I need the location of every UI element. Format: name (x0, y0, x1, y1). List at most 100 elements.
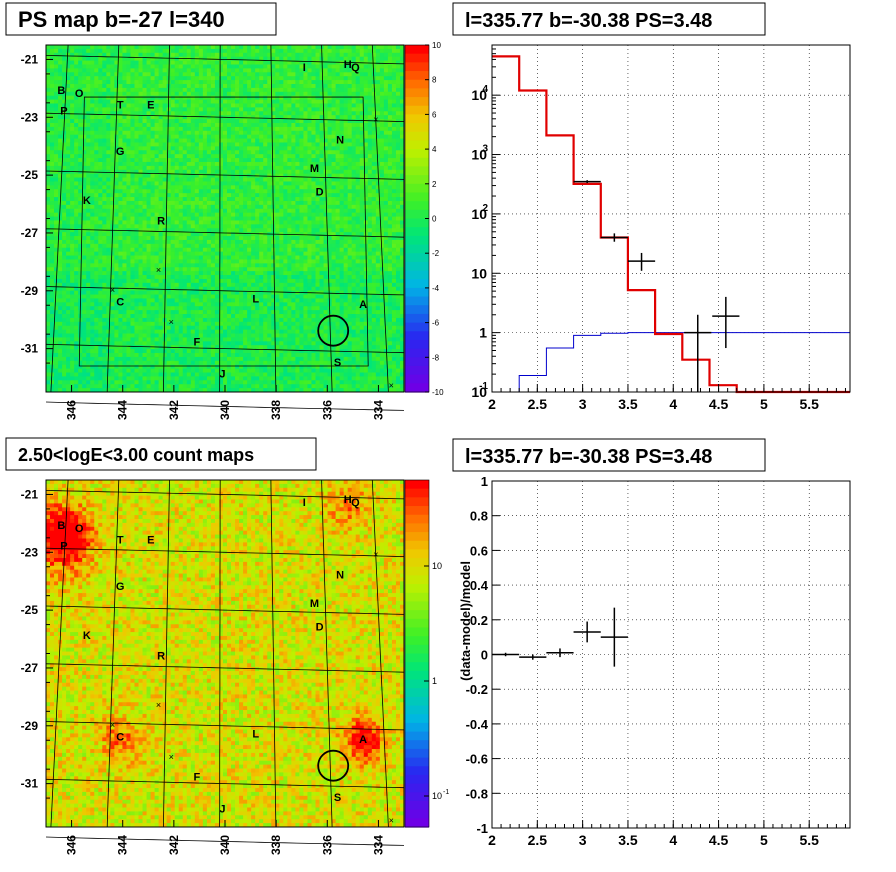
ps-pixel (190, 236, 196, 241)
ps-pixel (98, 310, 103, 315)
ps-pixel (190, 52, 196, 58)
ps-pixel (150, 380, 156, 385)
ps-pixel (239, 275, 244, 280)
ps-pixel (134, 376, 140, 381)
ps-pixel (247, 286, 252, 292)
ps-pixel (94, 251, 99, 257)
ps-pixel (235, 56, 240, 62)
ps-pixel (66, 130, 71, 136)
ps-pixel (126, 372, 131, 377)
ps-pixel (259, 317, 264, 323)
ps-pixel (110, 364, 115, 370)
ps-pixel (122, 220, 127, 225)
ps-pixel (118, 216, 123, 221)
ps-pixel (66, 376, 71, 381)
ps-pixel (118, 138, 123, 143)
ps-pixel (130, 298, 135, 303)
ps-pixel (62, 388, 67, 393)
ps-pixel (82, 122, 87, 128)
ps-pixel (166, 314, 172, 319)
ps-pixel (218, 275, 224, 280)
ps-pixel (98, 243, 103, 249)
ps-pixel (202, 60, 208, 65)
ps-pixel (243, 154, 248, 159)
ps-pixel (146, 158, 152, 163)
ps-pixel (263, 321, 268, 327)
ps-pixel (162, 360, 168, 366)
ps-pixel (150, 181, 156, 186)
ps-pixel (210, 306, 216, 311)
ps-pixel (94, 232, 99, 237)
ps-pixel (267, 185, 272, 190)
ps-pixel (62, 298, 67, 303)
ps-pixel (122, 142, 127, 147)
ps-pixel (202, 99, 208, 104)
ps-pixel (74, 158, 79, 163)
ps-pixel (235, 212, 240, 218)
ps-pixel (106, 321, 111, 327)
ps-pixel (122, 95, 127, 101)
ps-pixel (46, 208, 51, 214)
ps-pixel (247, 220, 252, 225)
ps-pixel (142, 294, 148, 299)
ps-pixel (82, 341, 87, 346)
ps-pixel (239, 306, 244, 311)
ps-pixel (126, 103, 131, 108)
ps-pixel (218, 161, 224, 167)
ps-pixel (198, 356, 204, 362)
ps-pixel (214, 56, 220, 62)
ps-pixel (263, 341, 268, 346)
ps-pixel (214, 302, 220, 307)
ps-pixel (98, 68, 103, 73)
ps-pixel (66, 345, 71, 350)
ps-pixel (263, 45, 268, 50)
ps-pixel (126, 200, 131, 206)
ps-pixel (46, 165, 51, 171)
ps-pixel (138, 263, 144, 268)
ps-pixel (239, 278, 244, 284)
ps-pixel (227, 243, 232, 249)
ps-pixel (74, 263, 79, 268)
ps-pixel (86, 165, 91, 171)
ps-pixel (98, 337, 103, 342)
ps-pixel (62, 353, 67, 358)
ps-pixel (74, 251, 79, 257)
ps-pixel (86, 263, 91, 268)
ps-pixel (198, 263, 204, 268)
ps-pixel (154, 161, 160, 167)
ps-pixel (190, 317, 196, 323)
ps-pixel (186, 169, 192, 175)
ps-pixel (178, 142, 184, 147)
ps-pixel (106, 364, 111, 370)
ps-pixel (110, 95, 115, 101)
ps-pixel (231, 212, 236, 218)
ps-pixel (214, 200, 220, 206)
ps-pixel (114, 325, 119, 331)
ps-pixel (102, 251, 107, 257)
ps-pixel (90, 150, 95, 155)
ps-pixel (70, 56, 75, 62)
ps-pixel (134, 146, 140, 151)
ps-pixel (194, 165, 200, 171)
ps-pixel (206, 111, 212, 116)
ps-pixel (70, 364, 75, 370)
ps-pixel (102, 146, 107, 151)
ps-pixel (206, 239, 212, 245)
ps-pixel (138, 200, 144, 206)
ps-pixel (263, 48, 268, 54)
ps-pixel (82, 306, 87, 311)
ps-pixel (194, 267, 200, 272)
ps-pixel (146, 72, 152, 77)
ps-pixel (110, 177, 115, 182)
ps-pixel (102, 356, 107, 362)
ps-pixel (231, 345, 236, 350)
ps-pixel (206, 294, 212, 299)
ps-pixel (102, 204, 107, 210)
ps-pixel (126, 165, 131, 171)
ps-pixel (138, 236, 144, 241)
ps-pixel (194, 158, 200, 163)
ps-pixel (150, 68, 156, 73)
ps-pixel (170, 236, 176, 241)
ps-pixel (235, 99, 240, 104)
ps-pixel (267, 165, 272, 171)
